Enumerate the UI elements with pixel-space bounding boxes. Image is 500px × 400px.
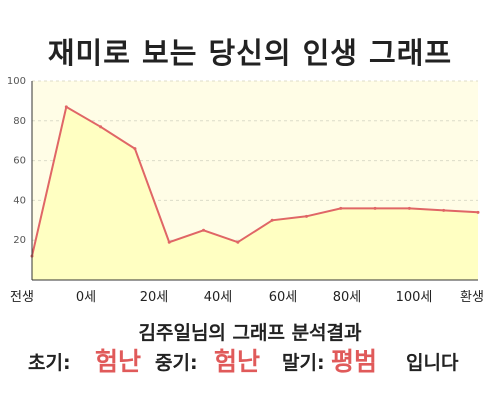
life-area-fill (32, 106, 478, 281)
x-axis-ticks: 전생 0세 20세 40세 60세 80세 100세 환생 (10, 290, 484, 305)
life-series-line (31, 105, 479, 257)
x-tick-label-0: 전생 (10, 290, 34, 305)
data-point-100세 (407, 206, 411, 210)
x-tick-label-2: 20세 (140, 290, 169, 305)
data-point-60세 (270, 218, 274, 222)
data-point-50세 (236, 240, 240, 244)
y-tick-label-20: 20 (13, 235, 26, 246)
result-suffix: 입니다 (406, 352, 459, 374)
middle-label: 중기: (155, 352, 198, 374)
y-tick-label-80: 80 (13, 116, 26, 127)
y-tick-label-40: 40 (13, 195, 26, 206)
data-point-110세 (442, 208, 446, 212)
x-tick-label-1: 0세 (76, 290, 96, 305)
data-point-환생 (476, 210, 480, 214)
late-value: 평범 (331, 347, 378, 376)
x-tick-label-6: 100세 (396, 290, 433, 305)
chart-axes (31, 81, 478, 281)
x-tick-label-3: 40세 (204, 290, 233, 305)
data-point-0세 (64, 105, 68, 109)
x-tick-label-5: 80세 (333, 290, 362, 305)
life-graph-chart: 20 40 60 80 100 전생 0세 20세 40세 60세 80세 100세 환생 (7, 76, 484, 305)
data-point-10세 (99, 125, 103, 129)
early-label: 초기: (28, 352, 71, 374)
y-axis-ticks: 20 40 60 80 100 (7, 76, 26, 246)
y-tick-label-100: 100 (7, 76, 26, 87)
x-tick-label-4: 60세 (269, 290, 298, 305)
data-point-30세 (167, 240, 171, 244)
x-tick-label-7: 환생 (460, 290, 484, 305)
middle-value: 험난 (214, 347, 261, 376)
data-point-90세 (373, 206, 377, 210)
late-label: 말기: (282, 352, 325, 374)
page-title: 재미로 보는 당신의 인생 그래프 (47, 36, 453, 70)
data-point-20세 (133, 147, 137, 151)
y-tick-label-60: 60 (13, 156, 26, 167)
data-point-40세 (202, 228, 206, 232)
early-value: 험난 (95, 347, 142, 376)
data-point-80세 (339, 206, 343, 210)
analysis-subtitle: 김주일님의 그래프 분석결과 (138, 322, 362, 344)
data-point-70세 (304, 214, 308, 218)
